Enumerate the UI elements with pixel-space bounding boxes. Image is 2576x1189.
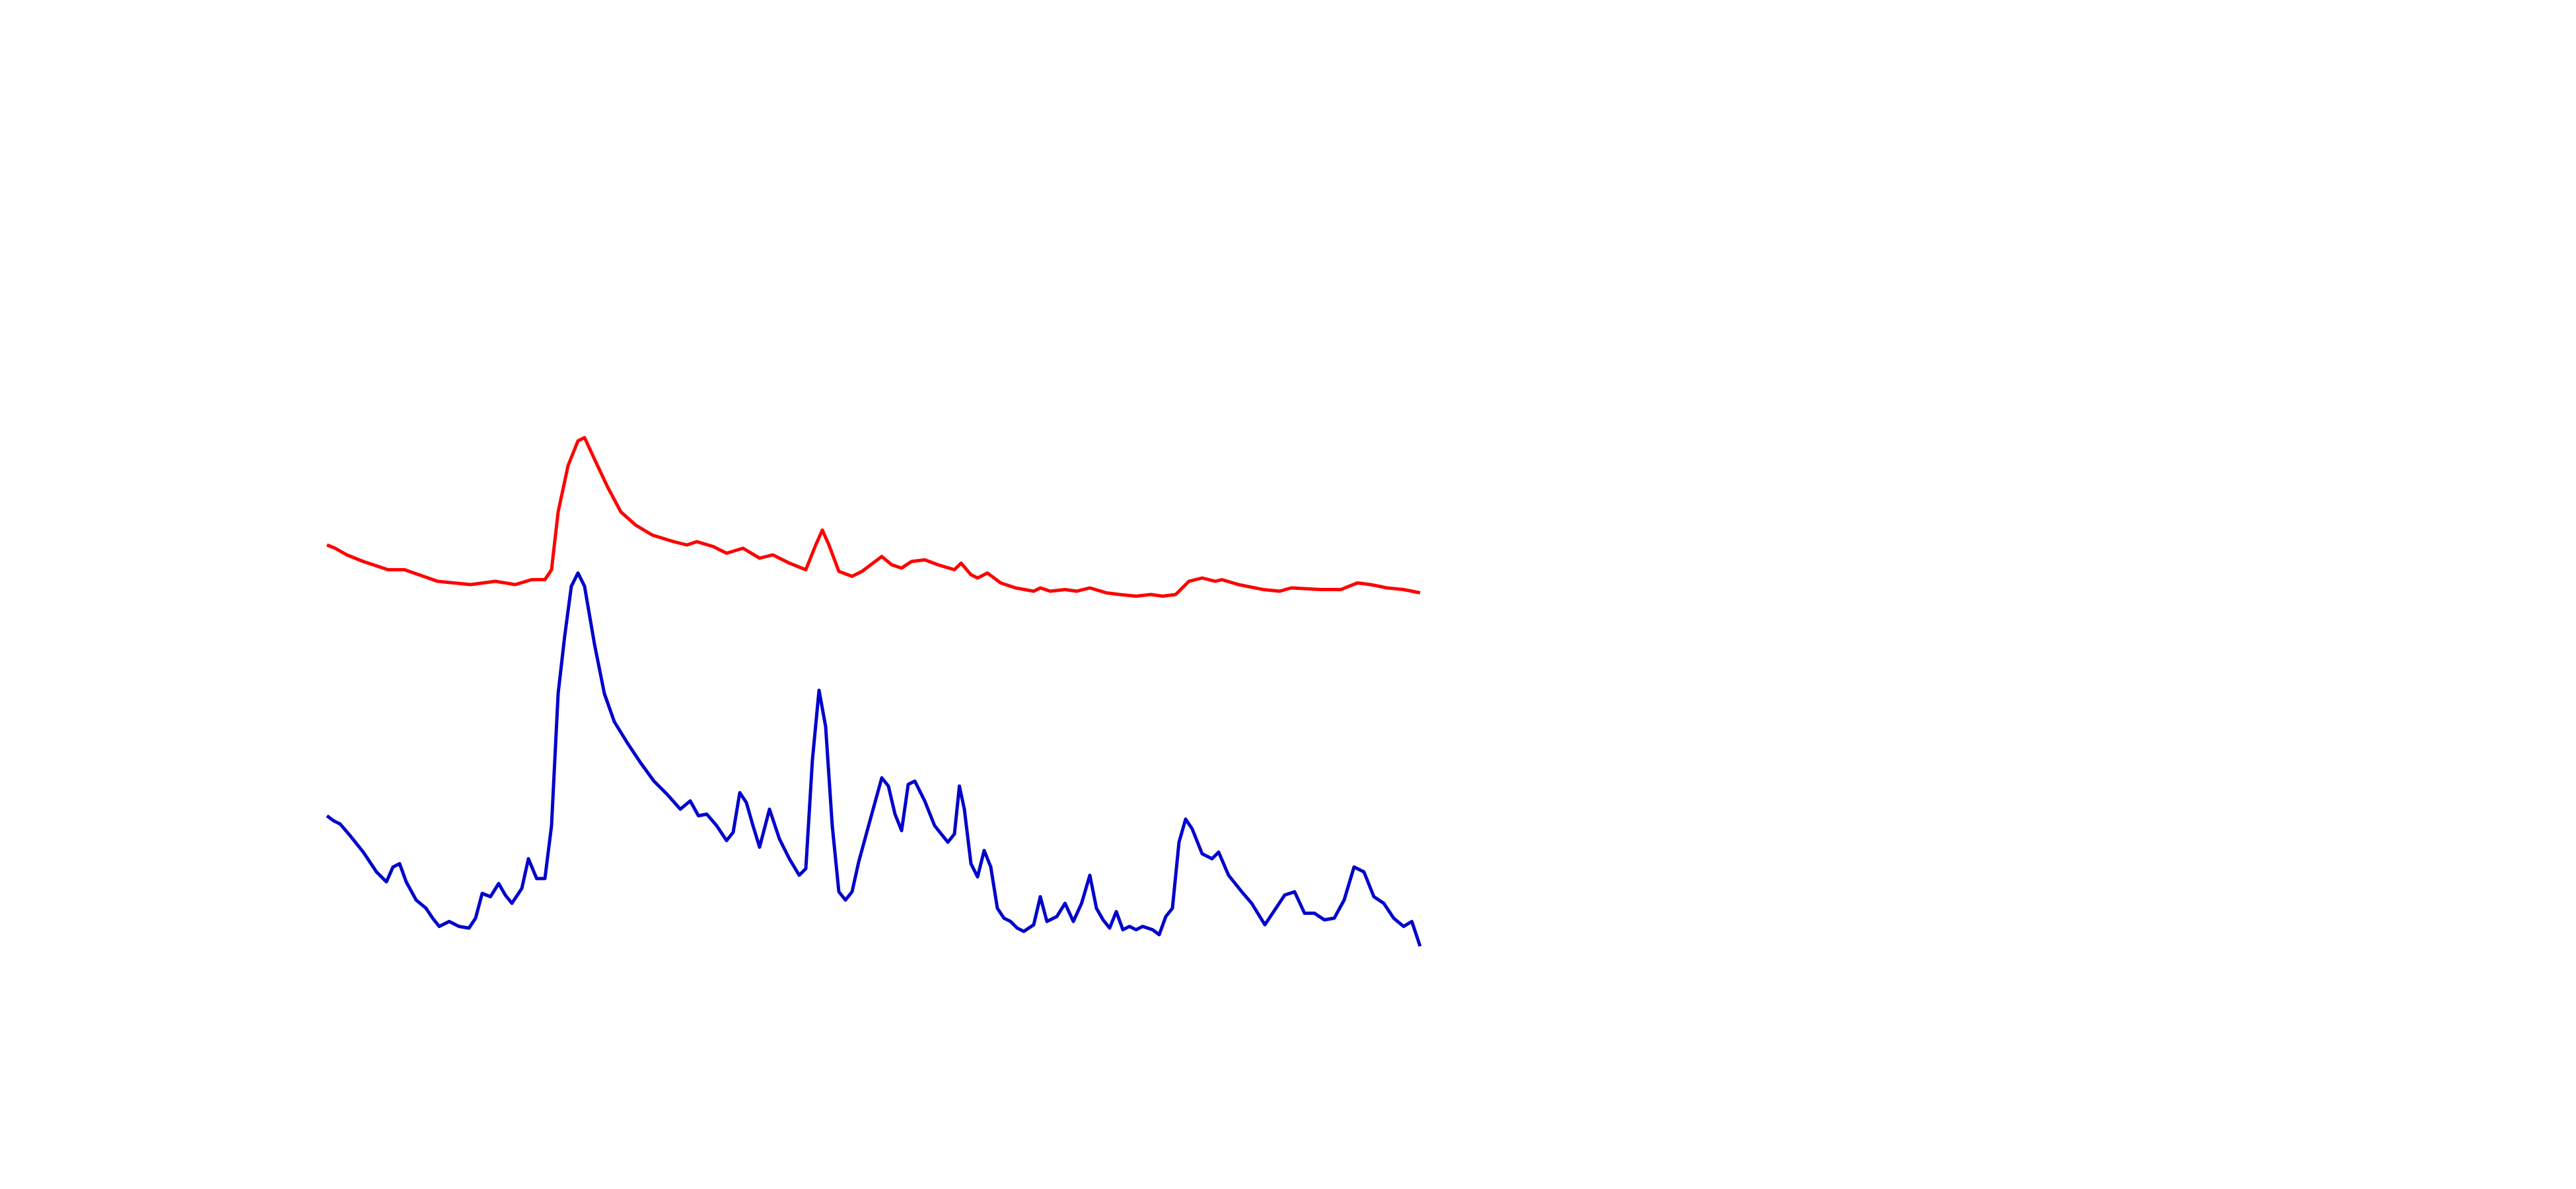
line-series	[326, 436, 1421, 598]
line-series	[326, 571, 1422, 947]
